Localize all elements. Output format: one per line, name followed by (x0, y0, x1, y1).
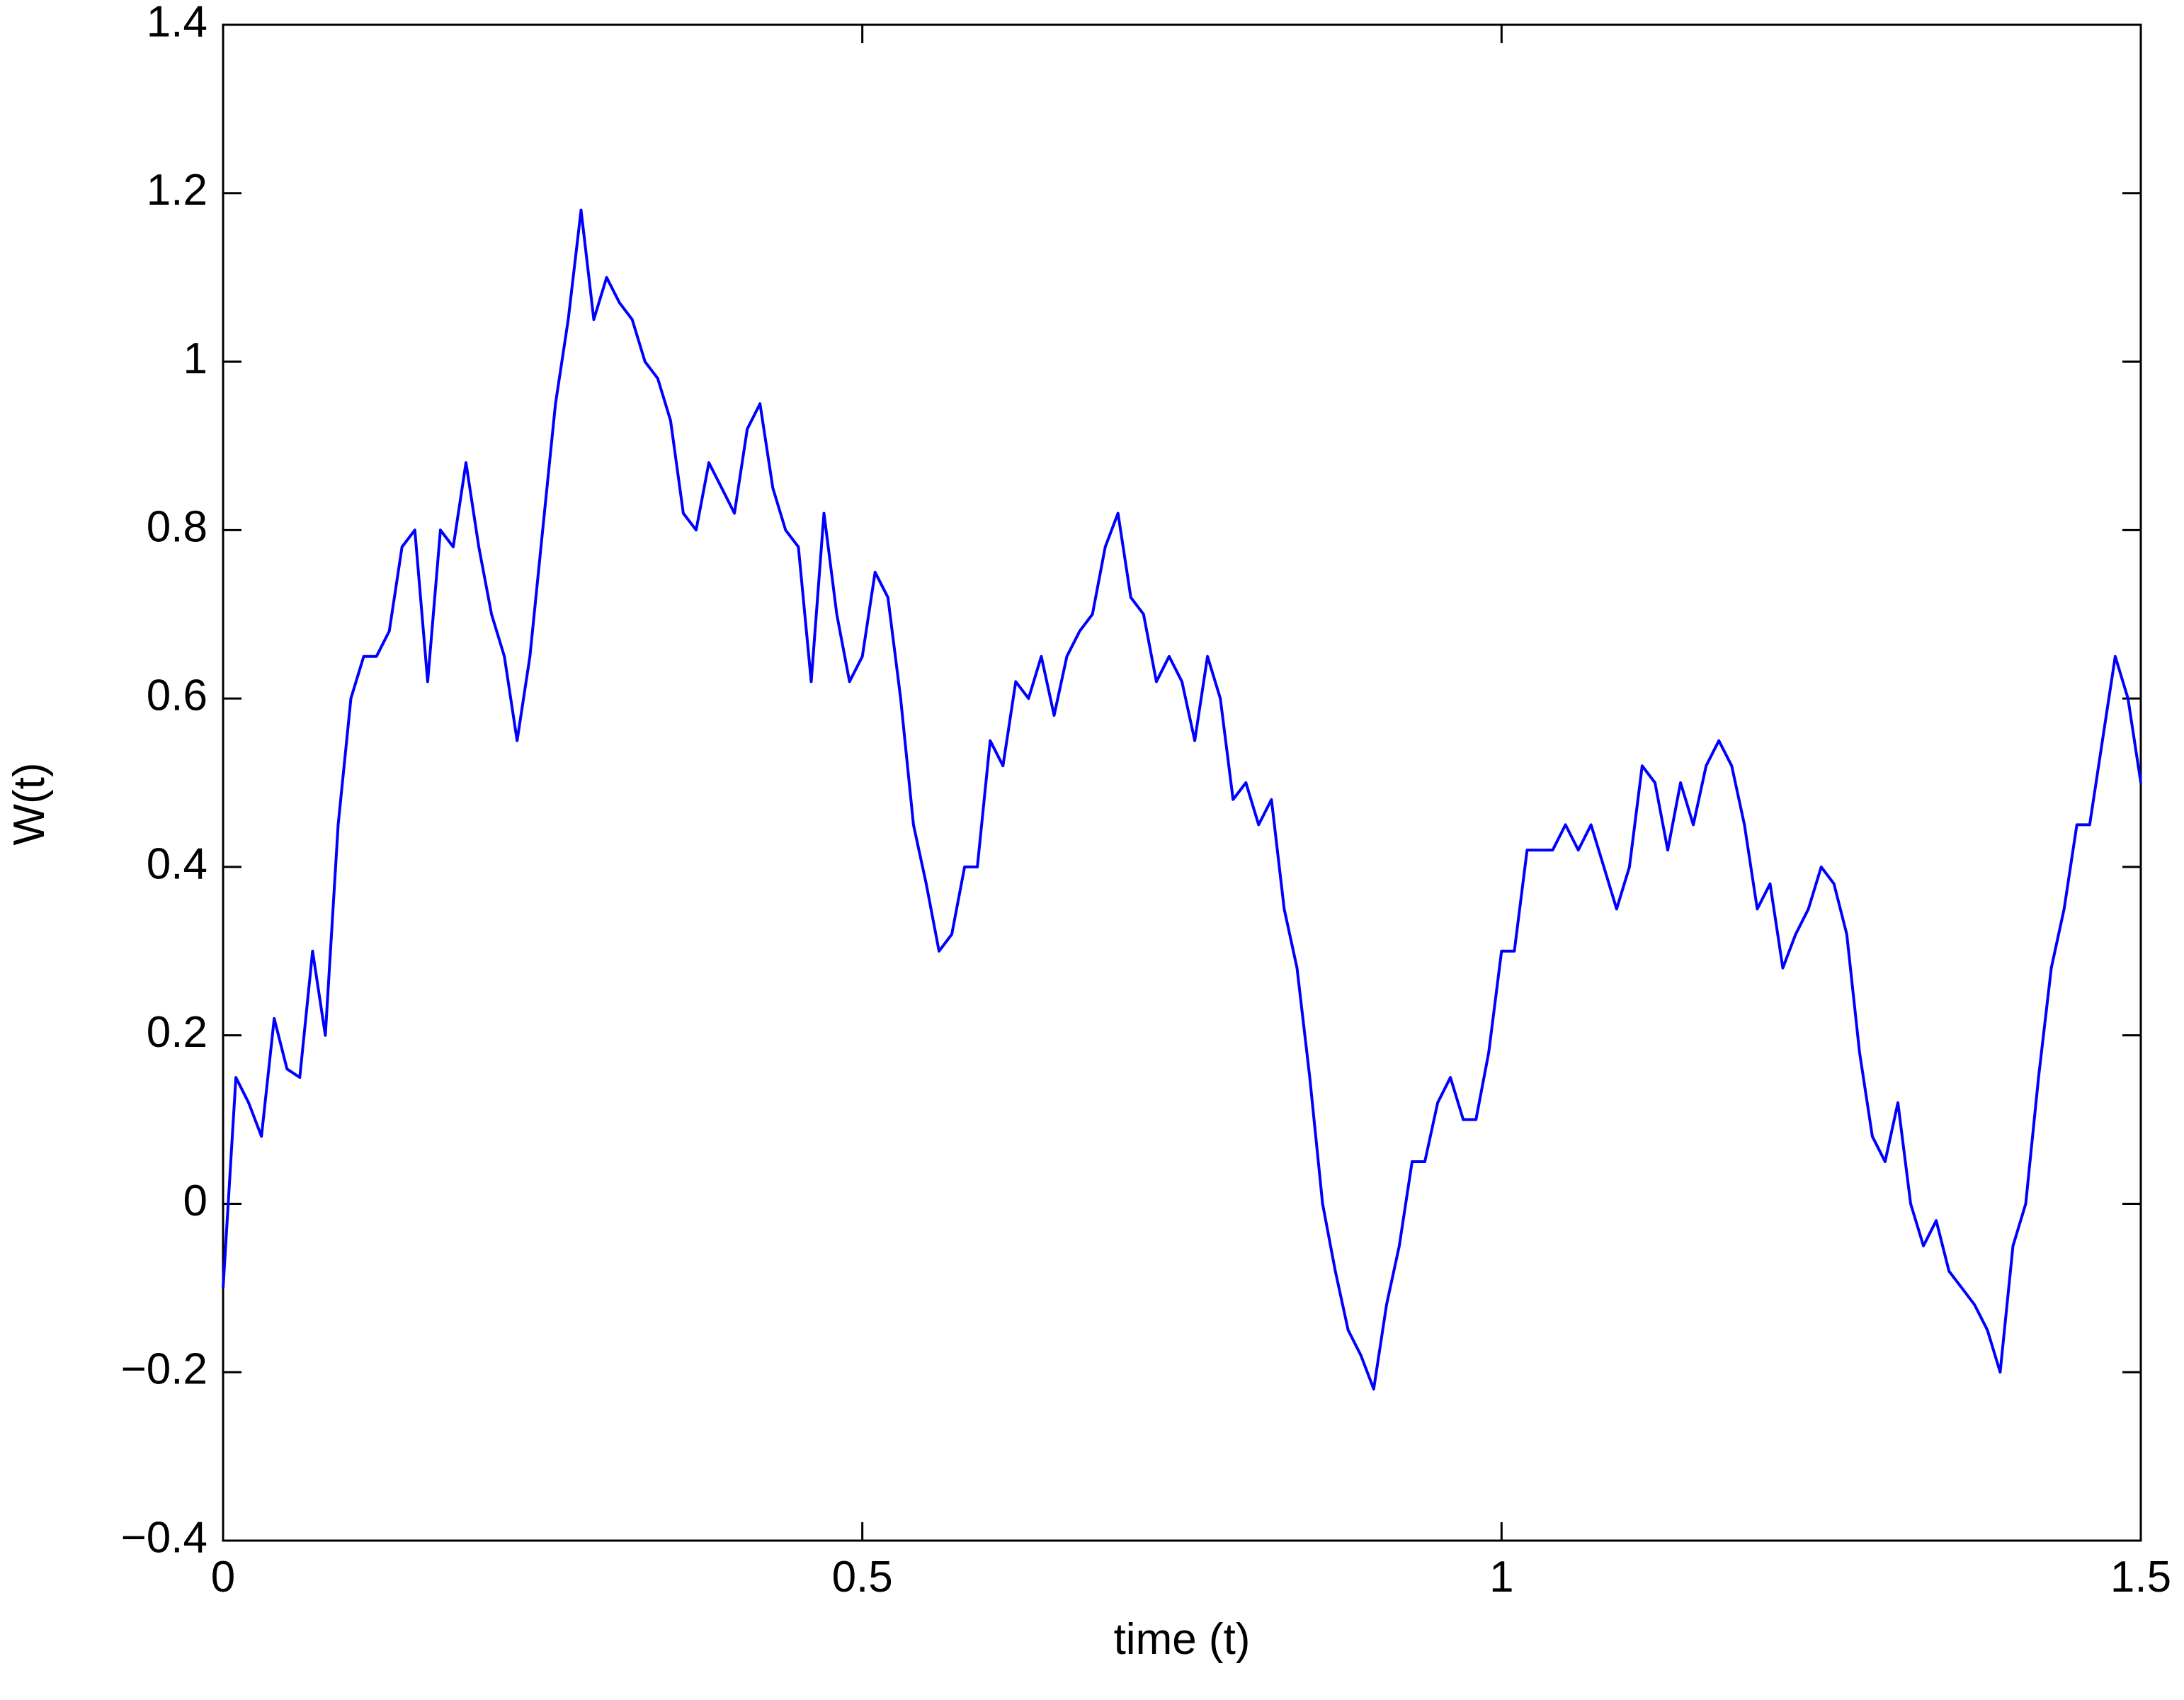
y-tick-label: −0.4 (121, 1513, 207, 1562)
y-tick-label: 1.4 (147, 0, 207, 46)
y-tick-label: 0.8 (147, 503, 207, 552)
plot-frame (222, 23, 2142, 1542)
y-tick-label: 0.4 (147, 839, 207, 888)
x-tick-label: 1.5 (2110, 1553, 2171, 1602)
y-tick-label: 1 (183, 334, 207, 383)
y-axis-label: W(t) (5, 762, 54, 845)
y-tick-label: 0.6 (147, 671, 207, 720)
x-tick-label: 1 (1489, 1553, 1513, 1602)
x-axis-label: time (t) (1114, 1615, 1251, 1664)
y-tick-label: 0 (183, 1177, 207, 1225)
x-tick-label: 0 (211, 1553, 235, 1602)
data-line (222, 208, 2142, 1390)
x-tick-label: 0.5 (832, 1553, 893, 1602)
y-tick-label: 1.2 (147, 166, 207, 215)
y-tick-label: 0.2 (147, 1008, 207, 1057)
y-tick-label: −0.2 (121, 1345, 207, 1394)
